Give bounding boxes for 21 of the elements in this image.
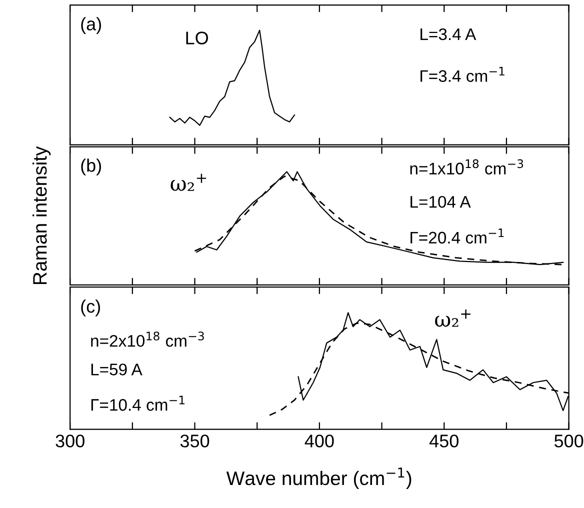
annotation: n=2x10$^{18}$ cm$^{−3}$	[91, 332, 204, 347]
annotation: L=3.4 A	[420, 28, 476, 40]
x-tick-label: 350	[180, 434, 210, 448]
annotation: L=104 A	[410, 196, 471, 208]
annotation: (a)	[81, 17, 101, 34]
annotation: LO	[186, 32, 208, 44]
annotation: n=1x10$^{18}$ cm$^{−3}$	[410, 159, 524, 174]
annotation: L=59 A	[91, 364, 142, 376]
x-tick-label: 500	[554, 434, 584, 448]
x-axis-title: Wave number (cm$^{−1}$)	[226, 468, 412, 490]
annotation: Γ=20.4 cm$^{−1}$	[410, 228, 504, 244]
annotation: Γ=3.4 cm$^{−1}$	[420, 66, 504, 82]
annotation: ω₂$^{+}$	[435, 310, 470, 327]
x-tick-label: 400	[304, 434, 334, 448]
y-axis-title: Raman intensity	[32, 146, 51, 284]
x-tick-label: 450	[429, 434, 458, 448]
x-tick-label: 300	[56, 434, 84, 448]
annotation: ω₂$^{+}$	[170, 174, 206, 191]
annotation: Γ=10.4 cm$^{−1}$	[91, 396, 185, 411]
annotation: (c)	[81, 300, 100, 316]
annotation: (b)	[81, 158, 101, 176]
